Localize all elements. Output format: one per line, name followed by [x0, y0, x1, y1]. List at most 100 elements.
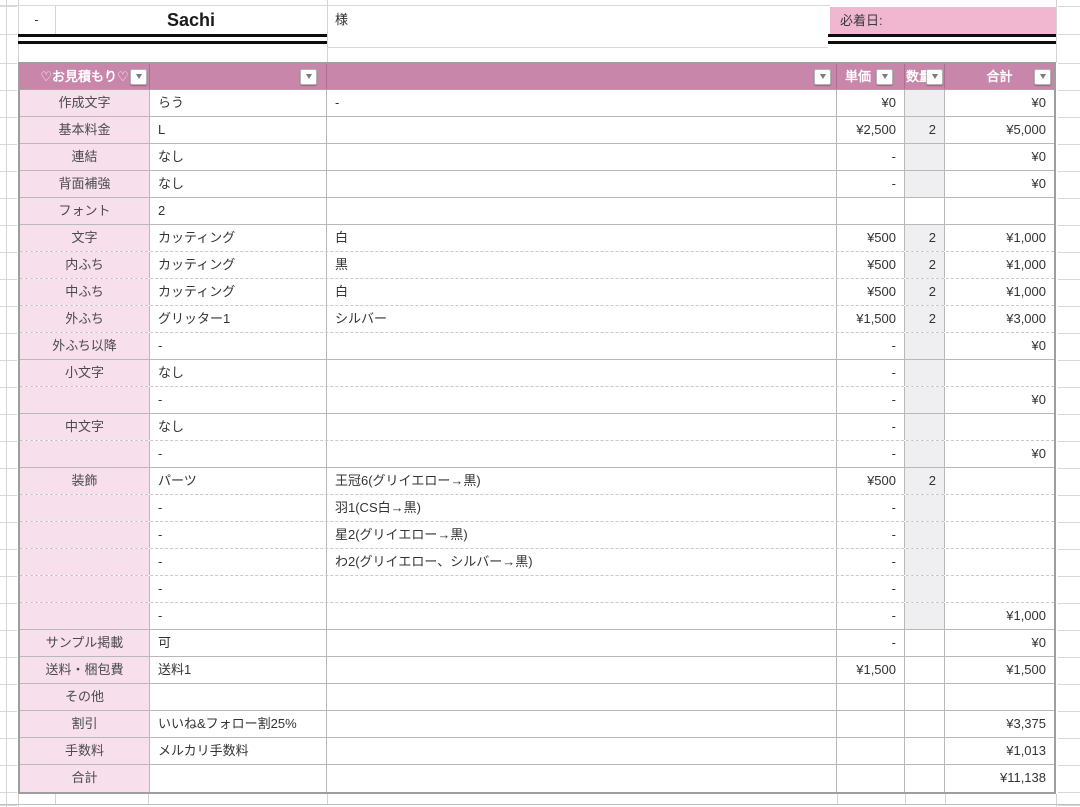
total-cell[interactable]: ¥0 [1031, 149, 1046, 164]
detail-cell[interactable]: わ2(グリイエロー、シルバー→黒) [327, 549, 837, 575]
total-cell[interactable]: ¥3,000 [1006, 311, 1046, 326]
quantity-cell[interactable] [905, 765, 945, 792]
detail-cell[interactable] [327, 387, 837, 413]
top-dash-cell[interactable]: - [34, 12, 39, 27]
unit-price-cell[interactable] [837, 738, 905, 764]
item-cell[interactable]: 2 [150, 198, 327, 224]
total-cell[interactable]: ¥0 [1031, 338, 1046, 353]
detail-cell[interactable]: 白 [327, 279, 837, 305]
row-label-cell[interactable]: サンプル掲載 [20, 630, 150, 656]
header-cell-item[interactable] [150, 64, 327, 89]
row-label-cell[interactable]: 外ふち [20, 306, 150, 332]
item-cell[interactable]: 送料1 [150, 657, 327, 683]
detail-cell[interactable] [327, 738, 837, 764]
quantity-cell[interactable] [905, 387, 945, 413]
item-cell[interactable]: - [150, 333, 327, 359]
quantity-cell[interactable] [905, 603, 945, 629]
unit-price-cell[interactable]: ¥1,500 [837, 657, 905, 683]
unit-price-cell[interactable]: - [837, 171, 905, 197]
item-cell[interactable]: グリッター1 [150, 306, 327, 332]
detail-cell[interactable] [327, 657, 837, 683]
item-cell[interactable]: らう [150, 90, 327, 116]
quantity-cell[interactable]: 2 [905, 117, 945, 143]
row-label-cell[interactable]: 中ふち [20, 279, 150, 305]
detail-cell[interactable] [327, 441, 837, 467]
quantity-cell[interactable] [905, 360, 945, 386]
total-cell[interactable]: ¥1,000 [1006, 284, 1046, 299]
item-cell[interactable]: パーツ [150, 468, 327, 494]
item-cell[interactable] [150, 765, 327, 792]
unit-price-cell[interactable] [837, 684, 905, 710]
row-label-cell[interactable]: 割引 [20, 711, 150, 737]
detail-cell[interactable] [327, 144, 837, 170]
row-label-cell[interactable]: その他 [20, 684, 150, 710]
filter-dropdown-icon[interactable] [130, 68, 147, 85]
item-cell[interactable]: - [150, 603, 327, 629]
honorific-cell[interactable]: 様 [335, 12, 349, 27]
unit-price-cell[interactable]: - [837, 549, 905, 575]
unit-price-cell[interactable]: ¥500 [837, 252, 905, 278]
detail-cell[interactable] [327, 360, 837, 386]
total-cell[interactable]: ¥0 [1031, 176, 1046, 191]
item-cell[interactable]: いいね&フォロー割25% [150, 711, 327, 737]
unit-price-cell[interactable]: - [837, 387, 905, 413]
detail-cell[interactable]: 王冠6(グリイエロー→黒) [327, 468, 837, 494]
total-cell[interactable]: ¥0 [1031, 392, 1046, 407]
quantity-cell[interactable] [905, 441, 945, 467]
item-cell[interactable]: なし [150, 360, 327, 386]
quantity-cell[interactable]: 2 [905, 252, 945, 278]
quantity-cell[interactable]: 2 [905, 225, 945, 251]
quantity-cell[interactable] [905, 630, 945, 656]
detail-cell[interactable] [327, 711, 837, 737]
item-cell[interactable]: - [150, 576, 327, 602]
header-cell-total[interactable]: 合計 [945, 64, 1054, 89]
header-cell-title[interactable]: ♡お見積もり♡ [20, 64, 150, 89]
unit-price-cell[interactable]: ¥500 [837, 279, 905, 305]
header-cell-quantity[interactable]: 数量 [905, 64, 945, 89]
quantity-cell[interactable] [905, 90, 945, 116]
item-cell[interactable]: なし [150, 414, 327, 440]
item-cell[interactable]: L [150, 117, 327, 143]
total-cell[interactable]: ¥1,013 [1006, 743, 1046, 758]
total-cell[interactable]: ¥0 [1031, 95, 1046, 110]
item-cell[interactable] [150, 684, 327, 710]
detail-cell[interactable] [327, 765, 837, 792]
unit-price-cell[interactable]: - [837, 630, 905, 656]
row-label-cell[interactable]: 背面補強 [20, 171, 150, 197]
row-label-cell[interactable]: 手数料 [20, 738, 150, 764]
item-cell[interactable]: カッティング [150, 252, 327, 278]
quantity-cell[interactable]: 2 [905, 468, 945, 494]
row-label-cell[interactable] [20, 495, 150, 521]
item-cell[interactable]: カッティング [150, 225, 327, 251]
total-cell[interactable] [945, 684, 1054, 710]
header-cell-unit-price[interactable]: 単価 [837, 64, 905, 89]
detail-cell[interactable] [327, 684, 837, 710]
detail-cell[interactable]: 白 [327, 225, 837, 251]
quantity-cell[interactable] [905, 198, 945, 224]
unit-price-cell[interactable]: - [837, 522, 905, 548]
filter-dropdown-icon[interactable] [926, 68, 943, 85]
row-label-cell[interactable]: 小文字 [20, 360, 150, 386]
header-cell-detail[interactable] [327, 64, 837, 89]
total-cell[interactable] [945, 495, 1054, 521]
item-cell[interactable]: メルカリ手数料 [150, 738, 327, 764]
total-cell[interactable]: ¥0 [1031, 446, 1046, 461]
detail-cell[interactable] [327, 333, 837, 359]
total-cell[interactable]: ¥1,500 [1006, 662, 1046, 677]
total-cell[interactable] [945, 198, 1054, 224]
unit-price-cell[interactable]: - [837, 441, 905, 467]
detail-cell[interactable] [327, 171, 837, 197]
total-cell[interactable]: ¥1,000 [1006, 230, 1046, 245]
row-label-cell[interactable]: フォント [20, 198, 150, 224]
item-cell[interactable]: なし [150, 171, 327, 197]
unit-price-cell[interactable]: ¥500 [837, 468, 905, 494]
detail-cell[interactable] [327, 117, 837, 143]
unit-price-cell[interactable]: - [837, 495, 905, 521]
detail-cell[interactable]: 羽1(CS白→黒) [327, 495, 837, 521]
quantity-cell[interactable] [905, 657, 945, 683]
unit-price-cell[interactable]: - [837, 414, 905, 440]
quantity-cell[interactable] [905, 738, 945, 764]
detail-cell[interactable] [327, 603, 837, 629]
total-cell[interactable] [945, 468, 1054, 494]
row-label-cell[interactable] [20, 522, 150, 548]
